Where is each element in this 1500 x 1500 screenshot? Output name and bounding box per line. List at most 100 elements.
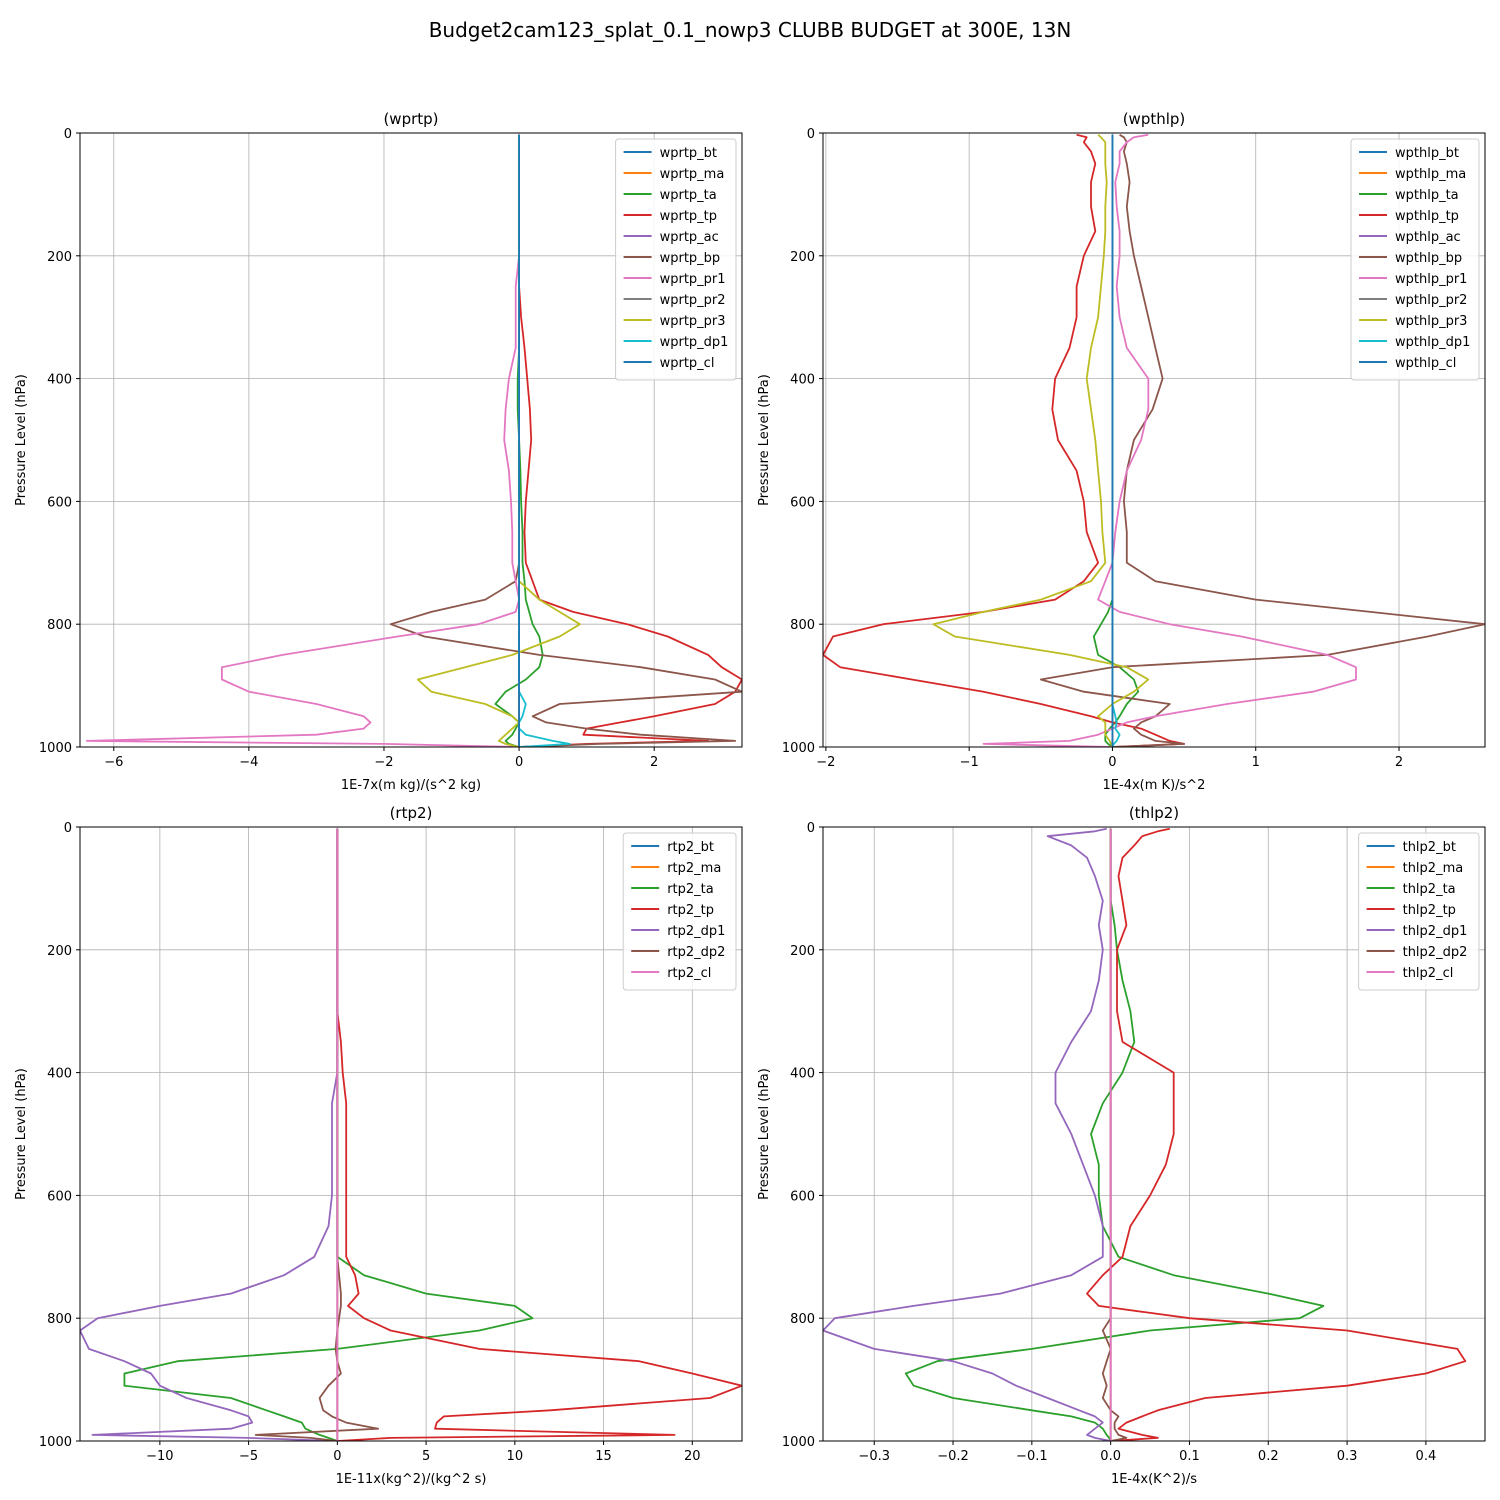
axes-frame [822, 132, 1486, 748]
y-tick-label: 200 [47, 250, 72, 265]
legend-label: thlp2_ma [1403, 861, 1464, 876]
y-tick-label: 1000 [782, 741, 815, 756]
legend-label: thlp2_bt [1403, 840, 1456, 855]
legend-label: thlp2_dp2 [1403, 945, 1468, 960]
legend: thlp2_bt thlp2_ma thlp2_ta thlp2_tp thlp2_dp… [1358, 832, 1480, 991]
y-tick-label: 400 [790, 373, 815, 388]
x-tick-label: −10 [146, 1449, 173, 1464]
legend: rtp2_bt rtp2_ma rtp2_ta rtp2_tp rtp2_dp1 rtp2… [622, 832, 737, 991]
figure-title: Budget2cam123_splat_0.1_nowp3 CLUBB BUDG… [429, 18, 1072, 42]
legend-label: wpthlp_bt [1395, 146, 1459, 161]
legend-label: thlp2_tp [1403, 903, 1456, 918]
x-tick-label: 2 [650, 755, 658, 770]
legend-label: wprtp_ta [660, 188, 717, 203]
x-tick-label: 10 [507, 1449, 524, 1464]
y-axis-label: Pressure Level (hPa) [14, 374, 29, 506]
series-line-wprtp_pr1 [85, 134, 520, 747]
y-axis-label: Pressure Level (hPa) [757, 374, 772, 506]
series-line-thlp2_ta [904, 828, 1325, 1441]
legend-label: thlp2_ta [1403, 882, 1456, 897]
legend-label: rtp2_ma [667, 861, 721, 876]
legend-label: rtp2_ta [667, 882, 714, 897]
series-line-thlp2_dp1 [823, 827, 1111, 1441]
x-tick-label: 0 [515, 755, 523, 770]
x-tick-label: 0 [333, 1449, 341, 1464]
x-tick-label: 20 [684, 1449, 701, 1464]
legend-label: wpthlp_ac [1395, 230, 1461, 245]
series-line-wpthlp_pr1 [982, 133, 1357, 747]
x-tick-label: −5 [239, 1449, 258, 1464]
legend-label: wprtp_pr1 [660, 272, 726, 287]
x-tick-label: 15 [595, 1449, 612, 1464]
y-tick-label: 0 [807, 821, 815, 836]
x-tick-label: −2 [374, 755, 393, 770]
panel-2: −2 −1 0 1 2 0 200 400 600 800 1000 (wpthlp) 1E-4x(m … [757, 110, 1486, 793]
panel-1: −6 −4 −2 0 2 0 200 400 600 800 1000 (wprtp) 1E-7x(m … [14, 110, 743, 793]
axes-frame [79, 826, 743, 1442]
y-tick-label: 200 [790, 944, 815, 959]
legend: wpthlp_bt wpthlp_ma wpthlp_ta wpthlp_tpwpth… [1350, 138, 1480, 381]
legend-label: wpthlp_bp [1395, 251, 1462, 266]
x-tick-label: −1 [960, 755, 979, 770]
legend-label: rtp2_dp1 [667, 924, 725, 939]
series-group [80, 828, 742, 1441]
x-tick-label: 1 [1252, 755, 1260, 770]
panel-4: −0.3 −0.2 −0.1 0.0 0.1 0.2 0.3 0.4 0 200 400 600 800… [757, 804, 1486, 1487]
y-tick-label: 400 [47, 373, 72, 388]
panel-title: (wpthlp) [1123, 110, 1186, 128]
y-tick-label: 800 [47, 618, 72, 633]
legend-label: thlp2_cl [1403, 966, 1454, 981]
y-tick-label: 600 [790, 1189, 815, 1204]
panel-title: (rtp2) [390, 804, 433, 822]
x-tick-label: −6 [104, 755, 123, 770]
legend-label: rtp2_dp2 [667, 945, 725, 960]
legend-label: wpthlp_cl [1395, 356, 1456, 371]
y-tick-label: 600 [47, 495, 72, 510]
legend-label: wprtp_cl [660, 356, 715, 371]
y-tick-label: 0 [807, 127, 815, 142]
x-tick-label: 0.2 [1258, 1449, 1279, 1464]
y-tick-label: 0 [64, 127, 72, 142]
legend-label: wprtp_dp1 [660, 335, 729, 350]
series-group [85, 134, 742, 747]
panel-3: −10 −5 0 5 10 15 2002004006008001000(rtp2)1E-1… [14, 804, 743, 1487]
x-axis-label: 1E-4x(m K)/s^2 [1103, 778, 1206, 793]
series-line-rtp2_ta [123, 828, 534, 1441]
series-line-thlp2_tp [1086, 827, 1467, 1441]
panel-title: (wprtp) [383, 110, 438, 128]
x-axis-label: 1E-7x(m kg)/(s^2 kg) [341, 778, 481, 793]
axes-frame [822, 826, 1486, 1442]
series-line-wpthlp_pr3 [932, 134, 1150, 747]
x-tick-label: −0.2 [937, 1449, 969, 1464]
y-axis-label: Pressure Level (hPa) [757, 1068, 772, 1200]
legend-label: wprtp_ac [660, 230, 719, 245]
legend-label: wpthlp_ma [1395, 167, 1466, 182]
y-tick-label: 0 [64, 821, 72, 836]
y-axis-label: Pressure Level (hPa) [14, 1068, 29, 1200]
series-line-wpthlp_tp [823, 133, 1185, 747]
legend-label: wpthlp_dp1 [1395, 335, 1470, 350]
y-tick-label: 1000 [782, 1435, 815, 1450]
x-tick-label: −4 [239, 755, 258, 770]
legend-label: rtp2_tp [667, 903, 714, 918]
x-tick-label: 0.1 [1179, 1449, 1200, 1464]
y-tick-label: 600 [790, 495, 815, 510]
y-tick-label: 1000 [39, 741, 72, 756]
x-axis-label: 1E-4x(K^2)/s [1111, 1472, 1197, 1487]
y-tick-label: 600 [47, 1189, 72, 1204]
x-tick-label: −0.3 [858, 1449, 890, 1464]
legend-label: wprtp_bp [660, 251, 721, 266]
y-tick-label: 400 [47, 1067, 72, 1082]
series-line-wpthlp_ta [1092, 134, 1140, 747]
legend-label: wpthlp_ta [1395, 188, 1459, 203]
legend-label: wpthlp_pr3 [1395, 314, 1467, 329]
series-group [823, 827, 1467, 1441]
series-line-wprtp_pr3 [416, 134, 581, 747]
y-tick-label: 800 [47, 1312, 72, 1327]
legend-label: thlp2_dp1 [1403, 924, 1468, 939]
legend-label: wprtp_tp [660, 209, 717, 224]
x-tick-label: −0.1 [1016, 1449, 1048, 1464]
y-tick-label: 200 [790, 250, 815, 265]
x-tick-label: 5 [422, 1449, 430, 1464]
